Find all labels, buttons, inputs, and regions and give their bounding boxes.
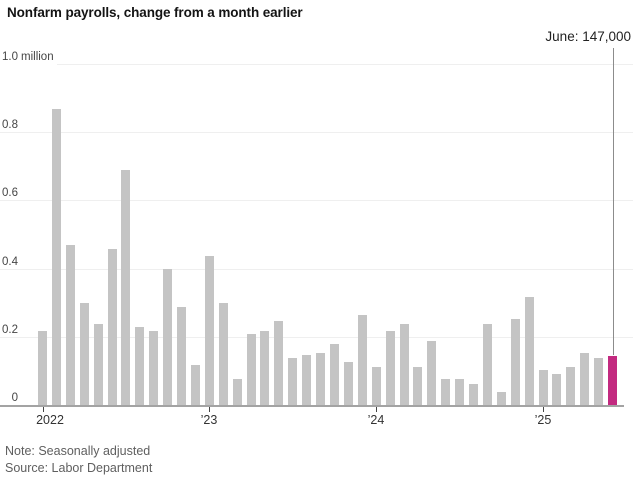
bar (580, 352, 589, 406)
bar (483, 323, 492, 406)
x-axis-label: 2022 (36, 413, 64, 427)
bar (274, 320, 283, 406)
x-axis-tick (376, 407, 377, 412)
bar (94, 323, 103, 406)
bar (177, 306, 186, 406)
bar (566, 366, 575, 406)
x-axis-label: ’24 (367, 413, 385, 427)
gridline (0, 200, 633, 202)
highlight-bar (608, 355, 617, 406)
bar (38, 330, 47, 406)
bar (539, 369, 548, 406)
note-text: Note: Seasonally adjusted (5, 444, 151, 458)
y-axis-tick-value: 0.8 (2, 118, 18, 131)
y-axis-label: 0.2 (2, 324, 18, 336)
bar (108, 248, 117, 406)
x-axis-line (0, 404, 624, 407)
y-axis-tick-value: 0.2 (2, 323, 18, 336)
y-axis-label: 0 (2, 392, 18, 404)
chart-title: Nonfarm payrolls, change from a month ea… (7, 5, 303, 20)
y-axis-tick-value: 1.0 (2, 50, 18, 63)
bar (330, 343, 339, 406)
x-axis-tick (43, 407, 44, 412)
x-axis-label: ’23 (200, 413, 218, 427)
bar (260, 330, 269, 406)
bar (163, 268, 172, 406)
gridline (0, 336, 633, 338)
bar (316, 352, 325, 406)
y-axis-unit: million (21, 50, 54, 63)
bar (427, 340, 436, 406)
bar (302, 354, 311, 406)
x-axis-tick (543, 407, 544, 412)
bar (344, 361, 353, 406)
annotation-label: June: 147,000 (545, 29, 631, 44)
bar (135, 326, 144, 406)
bar (594, 357, 603, 406)
bar (455, 378, 464, 406)
bar (358, 314, 367, 406)
y-axis-tick-value: 0 (11, 392, 18, 405)
gridline (0, 268, 633, 270)
bar (191, 364, 200, 406)
annotation-line (613, 48, 614, 355)
y-axis-label: 0.8 (2, 119, 18, 131)
y-axis-label: 0.6 (2, 187, 18, 199)
y-axis-tick-value: 0.4 (2, 255, 18, 268)
bar (121, 169, 130, 406)
bar (552, 373, 561, 406)
gridline (57, 63, 633, 65)
bar (80, 302, 89, 406)
bar (219, 302, 228, 406)
bar (386, 330, 395, 406)
bar (372, 366, 381, 406)
bar (469, 383, 478, 406)
bar (233, 378, 242, 406)
y-axis-label: 0.4 (2, 256, 18, 268)
bar (52, 108, 61, 406)
x-axis-tick (209, 407, 210, 412)
bar (66, 244, 75, 406)
bar (511, 318, 520, 406)
bar (441, 378, 450, 406)
x-axis-label: ’25 (534, 413, 552, 427)
bar (247, 333, 256, 406)
bar (525, 296, 534, 406)
gridline (0, 131, 633, 133)
bar (149, 330, 158, 406)
bar (288, 357, 297, 406)
bar (205, 255, 214, 406)
bar (497, 391, 506, 406)
y-axis-label: 1.0 million (2, 51, 54, 63)
y-axis-tick-value: 0.6 (2, 187, 18, 200)
source-text: Source: Labor Department (5, 461, 153, 475)
bar (400, 323, 409, 406)
bar (413, 366, 422, 406)
